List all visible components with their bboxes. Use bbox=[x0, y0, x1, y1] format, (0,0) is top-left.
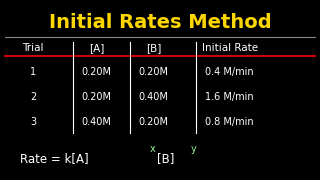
Text: 1: 1 bbox=[30, 67, 36, 77]
Text: x: x bbox=[150, 144, 156, 154]
Text: 0.40M: 0.40M bbox=[139, 92, 169, 102]
Text: 2: 2 bbox=[30, 92, 36, 102]
Text: 0.20M: 0.20M bbox=[139, 117, 169, 127]
Text: [A]: [A] bbox=[89, 43, 104, 53]
Text: 0.20M: 0.20M bbox=[82, 92, 112, 102]
Text: Initial Rate: Initial Rate bbox=[202, 43, 258, 53]
Text: Initial Rates Method: Initial Rates Method bbox=[49, 13, 271, 32]
Text: 1.6 M/min: 1.6 M/min bbox=[205, 92, 254, 102]
Text: 3: 3 bbox=[30, 117, 36, 127]
Text: 0.20M: 0.20M bbox=[82, 67, 112, 77]
Text: y: y bbox=[191, 144, 197, 154]
Text: Trial: Trial bbox=[22, 43, 44, 53]
Text: 0.40M: 0.40M bbox=[82, 117, 111, 127]
Text: 0.4 M/min: 0.4 M/min bbox=[205, 67, 254, 77]
Text: 0.20M: 0.20M bbox=[139, 67, 169, 77]
Text: [B]: [B] bbox=[157, 152, 174, 165]
Text: [B]: [B] bbox=[146, 43, 161, 53]
Text: Rate = k[A]: Rate = k[A] bbox=[20, 152, 89, 165]
Text: 0.8 M/min: 0.8 M/min bbox=[205, 117, 254, 127]
